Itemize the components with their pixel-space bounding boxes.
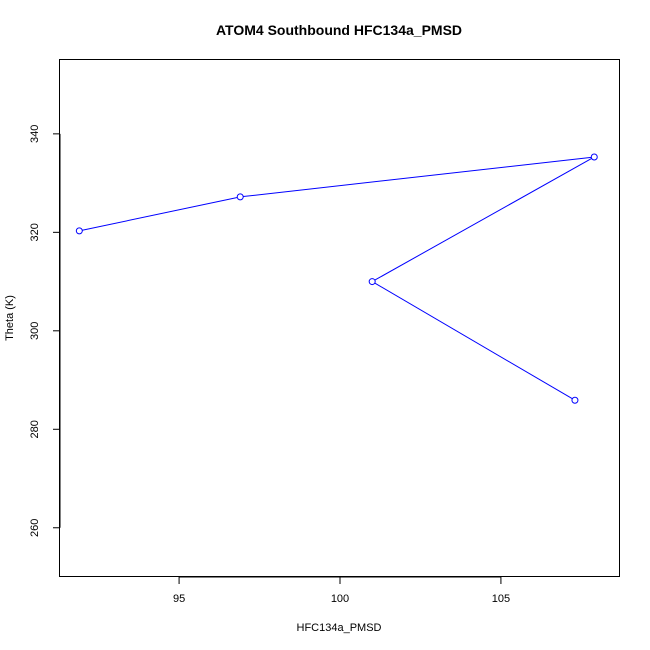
data-point — [368, 278, 376, 286]
y-tick-label: 300 — [29, 322, 41, 340]
y-tick-label: 340 — [29, 125, 41, 143]
y-tick-label: 280 — [29, 420, 41, 438]
data-point — [590, 153, 598, 161]
x-tick-label: 95 — [173, 593, 185, 605]
x-axis: 95 100 105 — [173, 576, 510, 605]
plot-area-frame — [59, 59, 620, 577]
series-line-segment — [374, 158, 592, 281]
data-point — [236, 193, 244, 201]
x-tick-label: 105 — [492, 593, 510, 605]
y-tick-label: 260 — [29, 519, 41, 537]
series-line-segment — [243, 156, 592, 198]
y-tick-label: 320 — [29, 223, 41, 241]
y-axis-label: Theta (K) — [4, 295, 16, 341]
x-tick-label: 100 — [331, 593, 349, 605]
series-line-segment — [82, 197, 238, 231]
x-axis-label: HFC134a_PMSD — [297, 622, 382, 634]
series-line-segment — [374, 282, 573, 400]
series-layer — [75, 153, 598, 404]
data-point — [75, 227, 83, 235]
y-axis: 260 280 300 320 340 — [29, 125, 61, 537]
data-point — [571, 396, 579, 404]
chart-title: ATOM4 Southbound HFC134a_PMSD — [216, 22, 462, 38]
